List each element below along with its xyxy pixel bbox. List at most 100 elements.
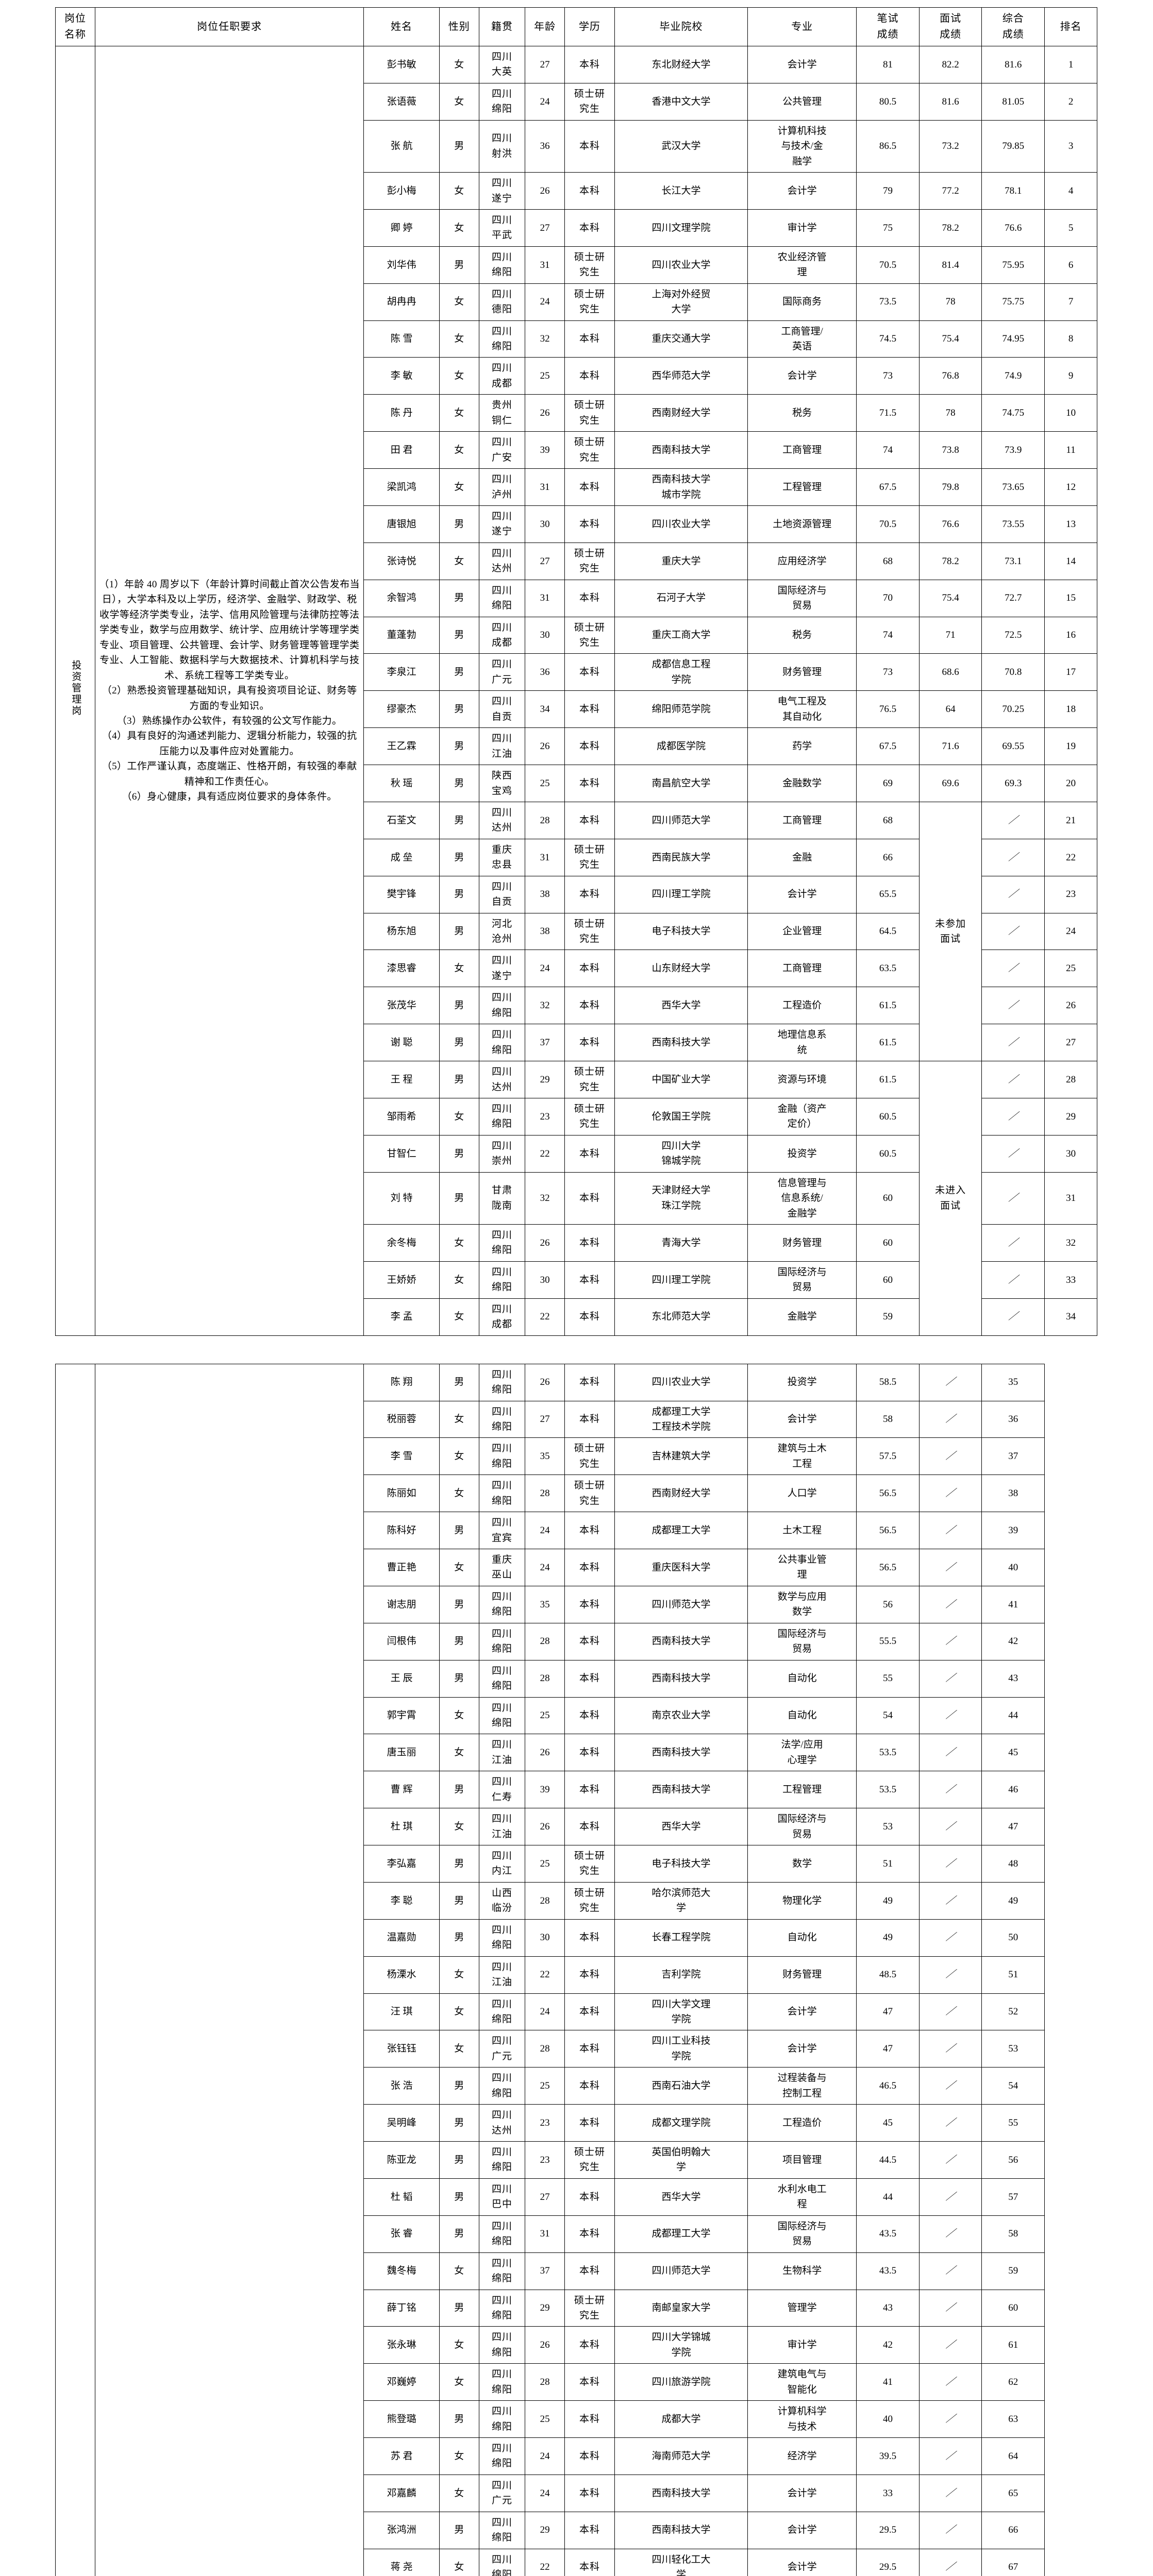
cell-name: 谢志朋 [363, 1585, 440, 1623]
cell-major: 工程管理 [747, 1771, 857, 1809]
cell-major: 人口学 [747, 1475, 857, 1513]
cell-major: 自动化 [747, 1919, 857, 1957]
cell-origin: 四川 绵阳 [478, 1363, 526, 1401]
cell-gender: 女 [439, 1224, 479, 1262]
cell-total-score: ／ [918, 2104, 982, 2142]
cell-interview-score: 76.8 [918, 357, 982, 395]
cell-rank: 36 [981, 1400, 1045, 1438]
cell-origin: 四川 达州 [478, 1061, 526, 1098]
cell-major: 数学 [747, 1845, 857, 1883]
cell-written-score: 65.5 [856, 875, 920, 913]
cell-name: 汪 琪 [363, 1993, 440, 2031]
cell-origin: 四川 绵阳 [478, 1993, 526, 2031]
table-row: 投资管理岗 （1）年龄 40 周岁以下（年龄计算时间截止首次公告发布当日），大学本… [55, 46, 1097, 1336]
cell-education: 本科 [564, 1622, 615, 1660]
cell-total-score: 76.6 [981, 209, 1045, 247]
cell-education: 本科 [564, 120, 615, 173]
table-row: 李 聪男山西 临汾 28 硕士研 究生 哈尔滨师范大学物理化学 49 ／ 49 [56, 1882, 1097, 1920]
cell-name: 李 敏 [363, 357, 440, 395]
cell-school: 天津财经大学 珠江学院 [614, 1172, 748, 1225]
cell-total-score: ／ [918, 1993, 982, 2031]
cell-written-score: 74.5 [856, 320, 920, 358]
table-row: 张语薇女四川 绵阳 24 硕士研 究生 香港中文大学 公共管理 80.5 81.6 81.05 2 [56, 82, 1097, 121]
cell-total-score: ／ [981, 1172, 1045, 1225]
cell-name: 杜 韬 [363, 2178, 440, 2216]
cell-gender: 男 [439, 2067, 479, 2105]
cell-rank: 39 [981, 1512, 1045, 1549]
cell-gender: 男 [439, 2104, 479, 2142]
cell-written-score: 57.5 [856, 1437, 920, 1476]
cell-name: 王 程 [363, 1061, 440, 1098]
cell-education: 本科 [564, 1993, 615, 2031]
cell-total-score: ／ [918, 1845, 982, 1883]
cell-major: 数学与应用 数学 [747, 1585, 857, 1623]
cell-name: 刘华伟 [363, 246, 440, 284]
cell-written-score: 51 [856, 1845, 920, 1883]
cell-education: 本科 [564, 2548, 615, 2576]
cell-age: 24 [525, 1512, 565, 1549]
cell-name: 邹雨希 [363, 1097, 440, 1136]
recruitment-results-table-page-1: 岗位 名称 岗位任职要求 姓名 性别 籍贯 年龄 学历 毕业院校 专业 笔试 成… [55, 7, 1097, 1336]
table-row: 汪 琪女四川 绵阳 24 本科 四川大学文理 学院 会计学 47 ／ 52 [56, 1993, 1097, 2031]
cell-total-score: 73.1 [981, 542, 1045, 580]
cell-education: 硕士研 究生 [564, 1882, 615, 1920]
table-row: 卿 婷女四川 平武 27 本科 四川文理学院 审计学 75 78.2 76.6 5 [56, 209, 1097, 247]
cell-major: 财务管理 [747, 1224, 857, 1262]
cell-gender: 女 [439, 2030, 479, 2068]
cell-rank: 30 [1044, 1134, 1097, 1173]
cell-gender: 女 [439, 357, 479, 395]
cell-rank: 6 [1044, 246, 1097, 284]
col-header-gender: 性别 [439, 7, 479, 46]
cell-rank: 25 [1044, 950, 1097, 988]
cell-origin: 四川 绵阳 [478, 2141, 526, 2179]
col-header-school: 毕业院校 [614, 7, 748, 46]
cell-written-score: 42 [856, 2326, 920, 2364]
cell-education: 本科 [564, 653, 615, 691]
table-row: 张 浩男四川 绵阳 25 本科 西南石油大学 过程装备与 控制工程 46.5 ／ 54 [56, 2067, 1097, 2105]
cell-age: 26 [525, 394, 565, 432]
cell-total-score: ／ [918, 1956, 982, 1994]
cell-education: 本科 [564, 987, 615, 1025]
cell-total-score: ／ [981, 1298, 1045, 1336]
table-row: 陈丽如女四川 绵阳 28 硕士研 究生 西南财经大学 人口学 56.5 ／ 38 [56, 1475, 1097, 1513]
cell-age: 26 [525, 2326, 565, 2364]
cell-education: 本科 [564, 1261, 615, 1299]
cell-name: 漆思睿 [363, 950, 440, 988]
cell-written-score: 53.5 [856, 1771, 920, 1809]
cell-name: 曹 辉 [363, 1771, 440, 1809]
cell-major: 计算机科技 与技术/金 融学 [747, 120, 857, 173]
table-row: 李 孟女四川 成都 22 本科 东北师范大学 金融学 59 ／ 34 [56, 1298, 1097, 1336]
cell-written-score: 73 [856, 357, 920, 395]
table-row: 陈科好男四川 宜宾 24 本科 成都理工大学 土木工程 56.5 ／ 39 [56, 1512, 1097, 1549]
cell-name: 苏 君 [363, 2437, 440, 2475]
cell-total-score: 81.6 [981, 46, 1045, 83]
cell-gender: 男 [439, 801, 479, 839]
cell-origin: 山西 临汾 [478, 1882, 526, 1920]
cell-written-score: 68 [856, 801, 920, 839]
cell-school: 成都理工大学 [614, 2215, 748, 2253]
table-row: 蒋 尧女四川 绵阳 22 本科 四川轻化工大学会计学 29.5 ／ 67 [56, 2548, 1097, 2576]
cell-major: 生物科学 [747, 2252, 857, 2290]
cell-total-score: ／ [918, 1363, 982, 1401]
cell-written-score: 40 [856, 2400, 920, 2438]
cell-age: 28 [525, 2363, 565, 2401]
cell-written-score: 60.5 [856, 1097, 920, 1136]
cell-education: 本科 [564, 1697, 615, 1735]
cell-origin: 四川 绵阳 [478, 82, 526, 121]
cell-origin: 四川 绵阳 [478, 246, 526, 284]
cell-name: 李 雪 [363, 1437, 440, 1476]
cell-name: 樊宇锋 [363, 875, 440, 913]
cell-written-score: 75 [856, 209, 920, 247]
cell-name: 董蓬勃 [363, 616, 440, 654]
results-sheet-page-2: 陈 翔男四川 绵阳 26 本科 四川农业大学 投资学 58.5 ／ 35 税丽蓉女四川 绵阳 27 本科… [0, 1363, 1153, 2576]
cell-rank: 27 [1044, 1024, 1097, 1062]
cell-origin: 四川 绵阳 [478, 1024, 526, 1062]
cell-gender: 男 [439, 505, 479, 543]
table-row: 苏 君女四川 绵阳 24 本科 海南师范大学 经济学 39.5 ／ 64 [56, 2437, 1097, 2475]
cell-name: 李泉江 [363, 653, 440, 691]
cell-total-score: ／ [918, 2326, 982, 2364]
cell-major: 审计学 [747, 2326, 857, 2364]
cell-rank: 24 [1044, 912, 1097, 951]
table-row: 董蓬勃男四川 成都 30 硕士研 究生 重庆工商大学 税务 74 71 72.5 16 [56, 616, 1097, 654]
cell-school: 西南科技大学 [614, 431, 748, 469]
